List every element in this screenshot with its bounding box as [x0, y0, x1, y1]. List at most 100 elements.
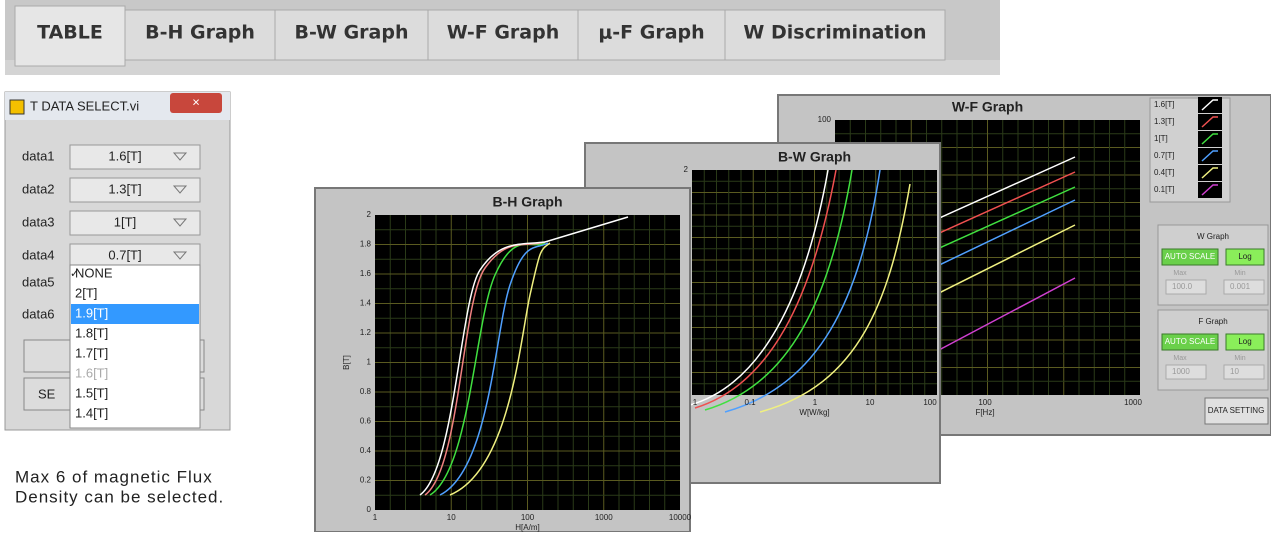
legend-label: 0.4[T] — [1154, 168, 1174, 177]
legend-swatch — [1198, 182, 1222, 198]
legend-line — [1201, 99, 1218, 111]
y-tick-label: 1 — [367, 358, 372, 367]
dropdown-item[interactable]: 1.5[T] — [75, 385, 108, 400]
graph-title: W-F Graph — [952, 99, 1023, 115]
y-tick-label: 2 — [684, 165, 689, 174]
tab-strip — [5, 60, 1000, 75]
close-icon: × — [192, 94, 200, 109]
panel-title: W Graph — [1197, 232, 1229, 241]
legend-swatch — [1198, 148, 1222, 164]
select-box[interactable] — [69, 210, 201, 236]
max-label: Max — [1173, 270, 1187, 277]
min-input[interactable] — [1223, 364, 1265, 380]
auto-scale-label: AUTO SCALE — [1165, 337, 1216, 346]
y-axis-label: B[T] — [342, 355, 351, 370]
legend-swatch — [1198, 131, 1222, 147]
button-label: SE — [38, 386, 56, 401]
y-tick-label: 100 — [818, 115, 832, 124]
row-label: data2 — [22, 181, 55, 196]
y-tick-label: 0.8 — [360, 387, 372, 396]
y-tick-label: 2 — [367, 210, 372, 219]
dropdown-item[interactable]: 1.7[T] — [75, 345, 108, 360]
y-tick-label: 1.2 — [360, 328, 372, 337]
y-tick-label: 1.6 — [360, 269, 372, 278]
legend-swatch — [1198, 97, 1222, 113]
tab[interactable] — [724, 9, 946, 61]
data-setting-label: DATA SETTING — [1208, 406, 1265, 415]
log-button[interactable] — [1225, 248, 1265, 266]
dropdown-item[interactable]: 2[T] — [75, 285, 97, 300]
dropdown — [69, 264, 201, 429]
select-arrow — [172, 152, 188, 161]
legend-label: 0.7[T] — [1154, 151, 1174, 160]
tab-label: B-H Graph — [145, 22, 255, 44]
graph-title: B-W Graph — [778, 149, 851, 165]
dropdown-item[interactable]: 1.6[T] — [75, 365, 108, 380]
dropdown-selected — [71, 304, 199, 324]
close-button[interactable] — [170, 93, 222, 113]
dropdown-item[interactable]: 1.4[T] — [75, 405, 108, 420]
select-box[interactable] — [69, 144, 201, 170]
y-tick-label: 0.2 — [360, 476, 372, 485]
check-mark: ✓ — [70, 268, 79, 280]
curve — [759, 183, 911, 413]
tab[interactable] — [124, 9, 276, 61]
curve — [689, 169, 829, 406]
x-tick-label: 10000 — [669, 513, 692, 522]
row-label: data4 — [22, 247, 55, 262]
data-setting-button[interactable] — [1204, 397, 1269, 425]
dialog-icon — [9, 99, 25, 115]
auto-scale-button[interactable] — [1161, 333, 1219, 351]
auto-scale-button[interactable] — [1161, 248, 1219, 266]
row-label: data3 — [22, 214, 55, 229]
curve — [724, 169, 881, 413]
tab-label: μ-F Graph — [598, 22, 704, 44]
legend-label: 1.3[T] — [1154, 117, 1174, 126]
tab[interactable] — [427, 9, 579, 61]
dropdown-item[interactable]: NONE — [75, 265, 113, 280]
x-tick-label: 1 — [693, 398, 698, 407]
legend-line — [1201, 150, 1218, 162]
log-button[interactable] — [1225, 333, 1265, 351]
min-label: Min — [1234, 355, 1245, 362]
select-box[interactable] — [69, 243, 201, 269]
dropdown-item[interactable]: 1.8[T] — [75, 325, 108, 340]
dropdown-item[interactable]: 1.9[T] — [75, 305, 108, 320]
legend-label: 1.6[T] — [1154, 100, 1174, 109]
row-label: data6 — [22, 306, 55, 321]
log-label: Log — [1238, 337, 1251, 346]
legend-line — [1201, 167, 1218, 179]
y-tick-label: 0.4 — [360, 446, 372, 455]
x-axis-label: W[W/kg] — [799, 408, 829, 417]
x-axis-label: H[A/m] — [515, 523, 539, 532]
x-tick-label: 1000 — [1124, 398, 1142, 407]
max-input[interactable] — [1165, 364, 1207, 380]
max-value: 1000 — [1172, 367, 1190, 376]
max-input[interactable] — [1165, 279, 1207, 295]
select-value: 1[T] — [114, 214, 136, 229]
tab-active[interactable] — [14, 5, 126, 67]
x-tick-label: 10 — [866, 398, 875, 407]
min-input[interactable] — [1223, 279, 1265, 295]
select-value: 1.6[T] — [108, 148, 141, 163]
x-tick-label: 100 — [923, 398, 937, 407]
panel-title: F Graph — [1198, 317, 1227, 326]
y-tick-label: 1.8 — [360, 240, 372, 249]
tab[interactable] — [577, 9, 726, 61]
select-box[interactable] — [69, 177, 201, 203]
curve — [704, 169, 853, 411]
tab[interactable] — [274, 9, 429, 61]
max-label: Max — [1173, 355, 1187, 362]
y-tick-label: 1.4 — [360, 299, 372, 308]
dialog-title: T DATA SELECT.vi — [30, 98, 139, 113]
x-tick-label: 10 — [447, 513, 456, 522]
min-value: 10 — [1230, 367, 1239, 376]
legend-label: 1[T] — [1154, 134, 1168, 143]
legend-swatch — [1198, 114, 1222, 130]
legend-line — [1201, 133, 1218, 145]
min-value: 0.001 — [1230, 282, 1251, 291]
curve — [419, 216, 629, 496]
curve — [439, 242, 549, 496]
